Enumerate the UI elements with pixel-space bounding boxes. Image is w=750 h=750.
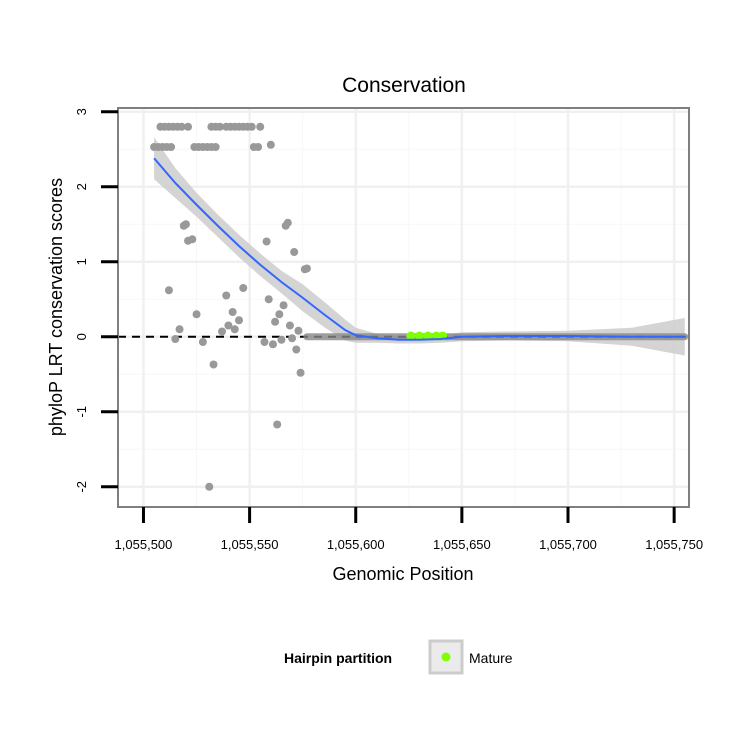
data-point — [228, 308, 237, 316]
data-point — [198, 338, 207, 346]
y-tick-label: -1 — [74, 406, 89, 418]
data-point — [230, 325, 239, 334]
legend-key-dot — [441, 652, 451, 662]
legend-label-mature: Mature — [469, 650, 513, 666]
data-point — [171, 335, 180, 343]
data-points — [150, 122, 311, 491]
data-point — [283, 218, 292, 227]
x-tick-label: 1,055,750 — [645, 537, 703, 552]
data-point — [268, 340, 277, 349]
y-tick-label: -2 — [74, 481, 89, 493]
y-tick-label: 2 — [74, 183, 89, 190]
data-point — [262, 237, 271, 246]
data-point — [260, 338, 269, 346]
data-point — [192, 310, 201, 319]
smooth-fit — [153, 157, 685, 341]
data-point — [247, 122, 256, 131]
data-point — [294, 326, 303, 335]
x-tick-label: 1,055,650 — [433, 537, 491, 552]
mature-point — [414, 331, 424, 341]
data-point — [224, 321, 233, 330]
smooth-line — [153, 157, 685, 341]
plot-panel-border — [117, 107, 690, 508]
y-axis-title: phyloP LRT conservation scores — [46, 178, 66, 436]
data-point — [290, 248, 299, 256]
data-point — [264, 295, 273, 304]
grid-lines — [118, 108, 689, 507]
chart-title: Conservation — [342, 74, 466, 97]
confidence-band-area — [154, 137, 685, 356]
data-point — [271, 317, 280, 326]
mature-point — [406, 331, 416, 341]
data-point — [302, 264, 311, 273]
data-point — [181, 220, 190, 229]
data-point — [218, 327, 227, 336]
data-point — [234, 316, 243, 325]
data-point — [175, 325, 184, 334]
data-point — [205, 482, 214, 491]
confidence-band — [154, 137, 685, 356]
x-tick-label: 1,055,600 — [327, 537, 385, 552]
data-point — [256, 122, 265, 131]
data-point — [215, 122, 224, 131]
data-point — [273, 420, 282, 429]
y-tick-label: 0 — [74, 333, 89, 340]
data-point — [292, 345, 301, 354]
data-point — [254, 143, 263, 151]
data-point — [184, 122, 193, 131]
mature-point — [423, 331, 433, 341]
data-point — [164, 286, 173, 295]
data-point — [167, 143, 176, 151]
data-point — [288, 334, 297, 343]
data-point — [222, 291, 231, 300]
data-point — [209, 360, 218, 369]
y-tick-label: 1 — [74, 258, 89, 265]
x-tick-label: 1,055,700 — [539, 537, 597, 552]
data-point — [266, 140, 275, 149]
legend-title: Hairpin partition — [284, 650, 392, 666]
data-point — [177, 122, 186, 131]
legend: Hairpin partition Mature — [284, 639, 513, 675]
data-point — [279, 301, 288, 310]
legend-key — [428, 639, 464, 675]
data-point — [285, 321, 294, 330]
data-point — [188, 235, 197, 244]
x-tick-label: 1,055,550 — [221, 537, 279, 552]
data-point — [296, 368, 305, 377]
x-axis-title: Genomic Position — [332, 564, 473, 584]
y-tick-label: 3 — [74, 108, 89, 115]
x-axis: 1,055,500 1,055,550 1,055,600 1,055,650 1,05… — [115, 507, 703, 552]
y-axis: -2 -1 0 1 2 3 — [74, 108, 118, 493]
x-tick-label: 1,055,500 — [115, 537, 173, 552]
data-point — [275, 310, 284, 319]
data-point — [239, 284, 248, 292]
data-point — [211, 143, 220, 151]
data-point — [277, 335, 286, 344]
